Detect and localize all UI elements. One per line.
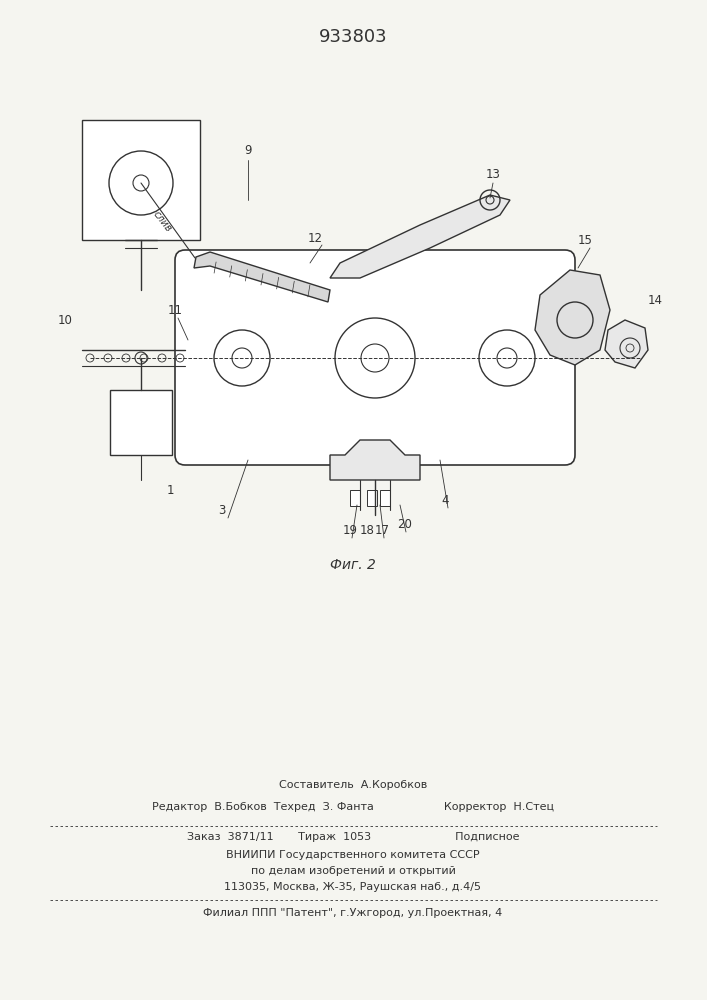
Text: 10: 10 (57, 314, 72, 326)
Text: Филиал ППП "Патент", г.Ужгород, ул.Проектная, 4: Филиал ППП "Патент", г.Ужгород, ул.Проек… (204, 908, 503, 918)
Bar (380, 490, 390, 506)
Text: Составитель  А.Коробков: Составитель А.Коробков (279, 780, 427, 790)
Text: 18: 18 (360, 524, 375, 536)
Text: Фиг. 2: Фиг. 2 (330, 558, 376, 572)
Text: слив: слив (151, 210, 173, 234)
Text: 19: 19 (342, 524, 358, 536)
FancyBboxPatch shape (175, 250, 575, 465)
Text: ВНИИПИ Государственного комитета СССР: ВНИИПИ Государственного комитета СССР (226, 850, 480, 860)
Text: 3: 3 (218, 504, 226, 516)
Text: 17: 17 (375, 524, 390, 536)
Bar (82, 120, 200, 240)
Text: 113035, Москва, Ж-35, Раушская наб., д.4/5: 113035, Москва, Ж-35, Раушская наб., д.4… (225, 882, 481, 892)
Polygon shape (330, 195, 510, 278)
Bar (110, 390, 172, 455)
Text: Заказ  3871/11       Тираж  1053                        Подписное: Заказ 3871/11 Тираж 1053 Подписное (187, 832, 519, 842)
Text: Редактор  В.Бобков  Техред  З. Фанта                    Корректор  Н.Стец: Редактор В.Бобков Техред З. Фанта Коррек… (152, 802, 554, 812)
Text: по делам изобретений и открытий: по делам изобретений и открытий (250, 866, 455, 876)
Text: 4: 4 (441, 493, 449, 506)
Text: 1: 1 (166, 484, 174, 496)
Polygon shape (194, 252, 330, 302)
Text: 15: 15 (578, 233, 592, 246)
Text: 9: 9 (244, 143, 252, 156)
Text: 933803: 933803 (319, 28, 387, 46)
Text: 11: 11 (168, 304, 182, 316)
Text: 13: 13 (486, 168, 501, 182)
Text: 14: 14 (648, 294, 662, 306)
Polygon shape (605, 320, 648, 368)
Bar (350, 490, 360, 506)
Bar (367, 490, 377, 506)
Polygon shape (330, 440, 420, 480)
Text: 20: 20 (397, 518, 412, 532)
Text: 12: 12 (308, 232, 322, 244)
Polygon shape (535, 270, 610, 365)
